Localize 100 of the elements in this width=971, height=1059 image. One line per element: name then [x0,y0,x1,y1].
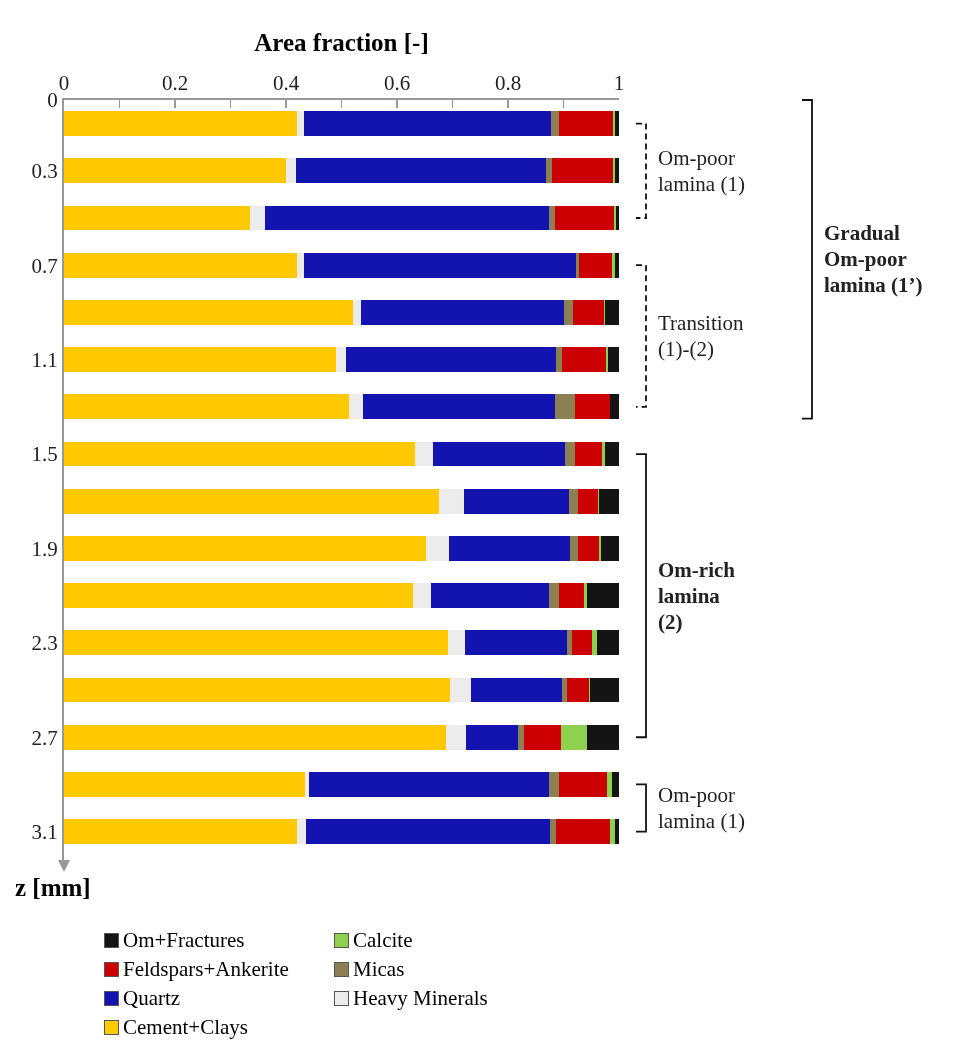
text: Om-poor lamina (1) [658,144,746,197]
bar [64,583,414,609]
y-tick-label: 1.9 [31,536,58,561]
bar [64,441,415,467]
legend-label: Om+Fractures [123,928,245,953]
y-tick-label: 2.7 [31,725,58,750]
x-tick-label: 1 [613,70,625,95]
bar [303,252,576,278]
bar [601,536,619,561]
bar [608,347,619,373]
bar [64,252,298,278]
legend-label: Micas [353,957,405,982]
bar [464,630,568,656]
bar [611,772,619,797]
bar [559,583,585,609]
legend-label: Feldspars+Ankerite [123,957,289,982]
bar [303,111,551,136]
bar [413,583,432,609]
bar [449,677,472,703]
bar [568,488,579,514]
bar [589,677,619,703]
bar [614,819,619,845]
bar [64,347,336,373]
bar [463,488,569,514]
bar [558,772,607,797]
bar [64,677,450,703]
bar [297,819,306,845]
bar [604,441,619,467]
bar [64,630,448,656]
y-tick-label: 1.5 [31,442,58,467]
bar [64,819,298,845]
bar [447,630,465,656]
bar [614,158,619,184]
bar [599,536,602,561]
bar [425,536,450,561]
y-tick-label: 0.3 [31,159,58,184]
bar [297,111,304,136]
x-tick-label: 0.2 [161,70,189,95]
bar [549,819,556,845]
bar [414,441,434,467]
bar [64,488,440,514]
bar [565,441,576,467]
y-tick-label: 0.7 [31,253,58,278]
bar [64,158,286,184]
bar [599,488,619,514]
bar [64,205,250,231]
bar [555,347,562,373]
legend-label: Calcite [353,928,413,953]
bar [64,772,305,797]
bar [586,724,619,750]
text: Om-poor lamina (1) [658,782,746,835]
bar [552,158,613,184]
bar [577,536,600,561]
bar [297,252,304,278]
bar [304,772,309,797]
bar [433,441,566,467]
bar [606,347,609,373]
bar [345,347,556,373]
bar [352,300,361,325]
x-tick-label: 0.8 [494,70,522,95]
bar [579,252,612,278]
bar [606,772,612,797]
bar [550,111,559,136]
y-tick-label: 0 [47,88,58,113]
bar [558,111,614,136]
bar [611,252,616,278]
bar [584,583,587,609]
bar [305,819,550,845]
bar [555,205,615,231]
bar [249,205,265,231]
y-tick-label: 2.3 [31,631,58,656]
bar [64,536,426,561]
bar [439,488,464,514]
bar [449,536,571,561]
bar [567,630,573,656]
bar [471,677,562,703]
bar [567,677,590,703]
x-tick-label: 0.6 [383,70,411,95]
legend-label: Cement+Clays [123,1015,248,1040]
bar [64,724,447,750]
bar [601,441,605,467]
bar [295,158,546,184]
bar [360,300,564,325]
bar [575,252,580,278]
bar [563,300,574,325]
bar [573,300,605,325]
bar [615,252,619,278]
bar [64,394,350,420]
legend-label: Quartz [123,986,181,1011]
text: Transition (1)-(2) [658,310,745,363]
bar [555,819,611,845]
bar [308,772,549,797]
bar [555,394,576,420]
bar [610,819,615,845]
bar [549,205,556,231]
bar [335,347,346,373]
bar [349,394,363,420]
bar [609,394,619,420]
bar [286,158,296,184]
bar [362,394,556,420]
